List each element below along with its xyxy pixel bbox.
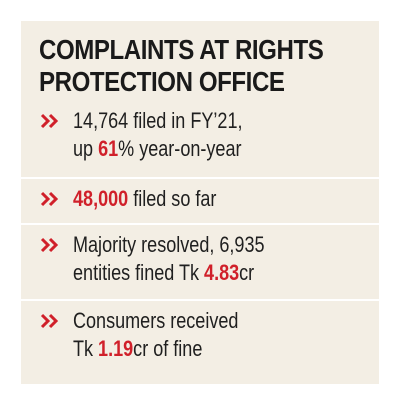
divider	[21, 177, 379, 179]
text-segment: entities fined Tk	[73, 260, 205, 285]
highlight-value: 61	[98, 136, 119, 161]
list-item-line: entities fined Tk 4.83cr	[73, 259, 265, 287]
text-segment: Tk	[73, 336, 99, 361]
list-item-line: Majority resolved, 6,935	[73, 232, 265, 257]
infographic-title: COMPLAINTS AT RIGHTS PROTECTION OFFICE	[39, 34, 324, 98]
list-item-text: Consumers received Tk 1.19cr of fine	[73, 307, 238, 363]
highlight-value: 1.19	[98, 336, 134, 361]
list-item-text: 48,000 filed so far	[73, 185, 216, 213]
list-item-line: up 61% year-on-year	[73, 135, 242, 163]
double-chevron-icon	[40, 313, 59, 329]
text-segment: cr of fine	[133, 336, 203, 361]
list-item-text: Majority resolved, 6,935 entities fined …	[73, 231, 265, 287]
title-line-2: PROTECTION OFFICE	[39, 66, 285, 97]
double-chevron-icon	[40, 191, 59, 207]
list-item-line: 48,000 filed so far	[73, 185, 216, 213]
highlight-value: 4.83	[204, 260, 240, 285]
infographic-card: COMPLAINTS AT RIGHTS PROTECTION OFFICE 1…	[21, 21, 379, 384]
list-item-line: Tk 1.19cr of fine	[73, 335, 238, 363]
text-segment: % year-on-year	[118, 136, 242, 161]
text-segment: filed so far	[128, 186, 217, 211]
double-chevron-icon	[40, 113, 59, 129]
text-segment: cr	[239, 260, 255, 285]
divider	[21, 223, 379, 225]
double-chevron-icon	[40, 237, 59, 253]
text-segment: up	[73, 136, 99, 161]
highlight-value: 48,000	[73, 186, 129, 211]
title-line-1: COMPLAINTS AT RIGHTS	[39, 34, 324, 65]
list-item-text: 14,764 filed in FY’21, up 61% year-on-ye…	[73, 107, 242, 163]
list-item-line: 14,764 filed in FY’21,	[73, 108, 243, 133]
list-item-line: Consumers received	[73, 308, 239, 333]
divider	[21, 299, 379, 301]
